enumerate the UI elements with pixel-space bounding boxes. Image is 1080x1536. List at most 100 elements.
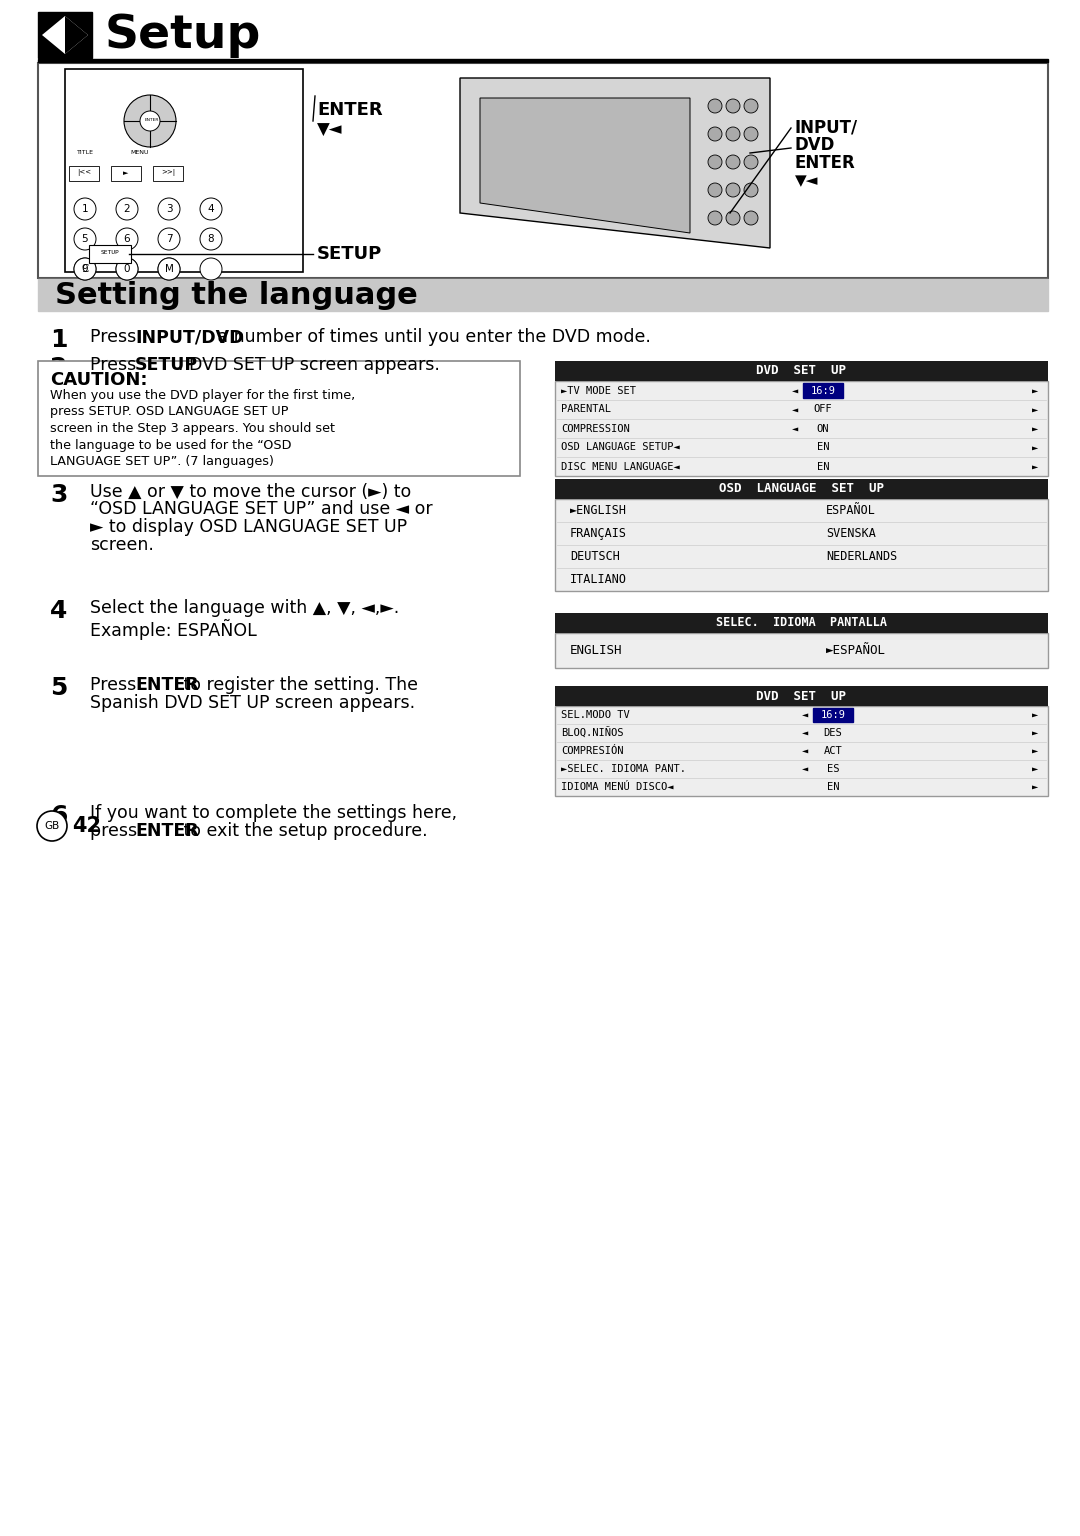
Text: OSD LANGUAGE SETUP◄: OSD LANGUAGE SETUP◄ <box>561 442 679 453</box>
Text: 4: 4 <box>50 599 67 624</box>
Text: OSD  LANGUAGE  SET  UP: OSD LANGUAGE SET UP <box>719 482 885 496</box>
Text: INPUT/: INPUT/ <box>795 118 859 137</box>
Bar <box>555 707 1048 796</box>
Text: ▼◄: ▼◄ <box>795 174 819 187</box>
Text: to exit the setup procedure.: to exit the setup procedure. <box>177 822 427 840</box>
Text: ►: ► <box>1031 728 1038 737</box>
Text: >>|: >>| <box>161 169 175 177</box>
Text: ►ESPAÑOL: ►ESPAÑOL <box>826 644 886 657</box>
Text: press: press <box>90 822 143 840</box>
Text: 8: 8 <box>207 233 214 244</box>
Text: 7: 7 <box>165 233 173 244</box>
Text: GB: GB <box>44 822 59 831</box>
Text: COMPRESSION: COMPRESSION <box>561 424 630 433</box>
Bar <box>555 613 1048 633</box>
Text: ►: ► <box>1031 386 1038 395</box>
Bar <box>555 479 1048 499</box>
Text: ON: ON <box>816 424 829 433</box>
Text: 16:9: 16:9 <box>821 710 846 720</box>
Text: ENTER: ENTER <box>795 154 855 172</box>
Circle shape <box>75 258 96 280</box>
Text: EN: EN <box>827 782 839 793</box>
Circle shape <box>744 183 758 197</box>
Text: SVENSKA: SVENSKA <box>826 527 876 541</box>
Text: a number of times until you enter the DVD mode.: a number of times until you enter the DV… <box>212 329 650 346</box>
Bar <box>555 633 1048 668</box>
Circle shape <box>116 198 138 220</box>
Text: EN: EN <box>816 461 829 472</box>
Circle shape <box>744 210 758 224</box>
Bar <box>38 58 1048 61</box>
Text: SELEC.  IDIOMA  PANTALLA: SELEC. IDIOMA PANTALLA <box>716 616 887 630</box>
Text: 2: 2 <box>124 204 131 214</box>
Text: Press: Press <box>90 676 141 694</box>
Text: ►: ► <box>1031 782 1038 793</box>
Text: 2: 2 <box>50 356 67 379</box>
Text: Select the language with ▲, ▼, ◄,►.: Select the language with ▲, ▼, ◄,►. <box>90 599 400 617</box>
Text: SETUP: SETUP <box>318 246 382 263</box>
Circle shape <box>708 155 723 169</box>
Text: When you use the DVD player for the first time,: When you use the DVD player for the firs… <box>50 389 355 402</box>
Text: ◄: ◄ <box>792 424 798 433</box>
Text: ES: ES <box>827 763 839 774</box>
Circle shape <box>200 258 222 280</box>
Text: COMPRESIÓN: COMPRESIÓN <box>561 746 623 756</box>
Text: OFF: OFF <box>813 404 833 415</box>
Text: 6: 6 <box>124 233 131 244</box>
Circle shape <box>158 258 180 280</box>
Text: ►: ► <box>1031 424 1038 433</box>
Text: ◄: ◄ <box>801 710 808 720</box>
Circle shape <box>726 127 740 141</box>
Text: ►: ► <box>123 170 129 177</box>
Text: M: M <box>164 264 174 273</box>
Text: Setting the language: Setting the language <box>55 281 418 309</box>
Text: 0: 0 <box>124 264 131 273</box>
Circle shape <box>708 210 723 224</box>
Text: ACT: ACT <box>824 746 842 756</box>
Text: ◄: ◄ <box>801 746 808 756</box>
Circle shape <box>708 98 723 114</box>
Text: EN: EN <box>816 442 829 453</box>
Text: screen in the Step 3 appears. You should set: screen in the Step 3 appears. You should… <box>50 422 335 435</box>
Text: ◄: ◄ <box>792 404 798 415</box>
Bar <box>555 687 1048 707</box>
Text: ENTER: ENTER <box>135 822 199 840</box>
Circle shape <box>726 183 740 197</box>
Bar <box>65 69 303 272</box>
Text: ► to display OSD LANGUAGE SET UP: ► to display OSD LANGUAGE SET UP <box>90 518 407 536</box>
Circle shape <box>37 811 67 842</box>
Text: 4: 4 <box>207 204 214 214</box>
Text: PARENTAL: PARENTAL <box>561 404 611 415</box>
Text: ▼◄: ▼◄ <box>318 121 342 138</box>
Text: DES: DES <box>824 728 842 737</box>
Circle shape <box>200 198 222 220</box>
Text: ►: ► <box>1031 710 1038 720</box>
Text: the language to be used for the “OSD: the language to be used for the “OSD <box>50 438 292 452</box>
Text: ◄: ◄ <box>801 728 808 737</box>
Text: ►: ► <box>1031 404 1038 415</box>
Circle shape <box>116 227 138 250</box>
Text: “OSD LANGUAGE SET UP” and use ◄ or: “OSD LANGUAGE SET UP” and use ◄ or <box>90 501 433 519</box>
Text: ENTER: ENTER <box>135 676 199 694</box>
Circle shape <box>744 127 758 141</box>
Circle shape <box>744 155 758 169</box>
Text: ESPAÑOL: ESPAÑOL <box>826 504 876 518</box>
Circle shape <box>158 258 180 280</box>
Bar <box>555 381 1048 476</box>
Text: NEDERLANDS: NEDERLANDS <box>826 550 897 564</box>
Text: DEUTSCH: DEUTSCH <box>570 550 620 564</box>
Text: IDIOMA MENÚ DISCO◄: IDIOMA MENÚ DISCO◄ <box>561 782 674 793</box>
Bar <box>38 280 1048 310</box>
Text: 5: 5 <box>82 233 89 244</box>
Text: |<<: |<< <box>77 169 91 177</box>
Text: ►ENGLISH: ►ENGLISH <box>570 504 627 518</box>
Text: DVD  SET  UP: DVD SET UP <box>756 364 847 378</box>
Text: press SETUP. OSD LANGUAGE SET UP: press SETUP. OSD LANGUAGE SET UP <box>50 406 288 418</box>
Polygon shape <box>460 78 770 247</box>
Circle shape <box>200 227 222 250</box>
Circle shape <box>75 227 96 250</box>
Text: Example: ESPAÑOL: Example: ESPAÑOL <box>90 619 257 641</box>
Text: ENTER: ENTER <box>145 118 159 121</box>
Text: ENTER: ENTER <box>318 101 382 118</box>
Circle shape <box>708 183 723 197</box>
